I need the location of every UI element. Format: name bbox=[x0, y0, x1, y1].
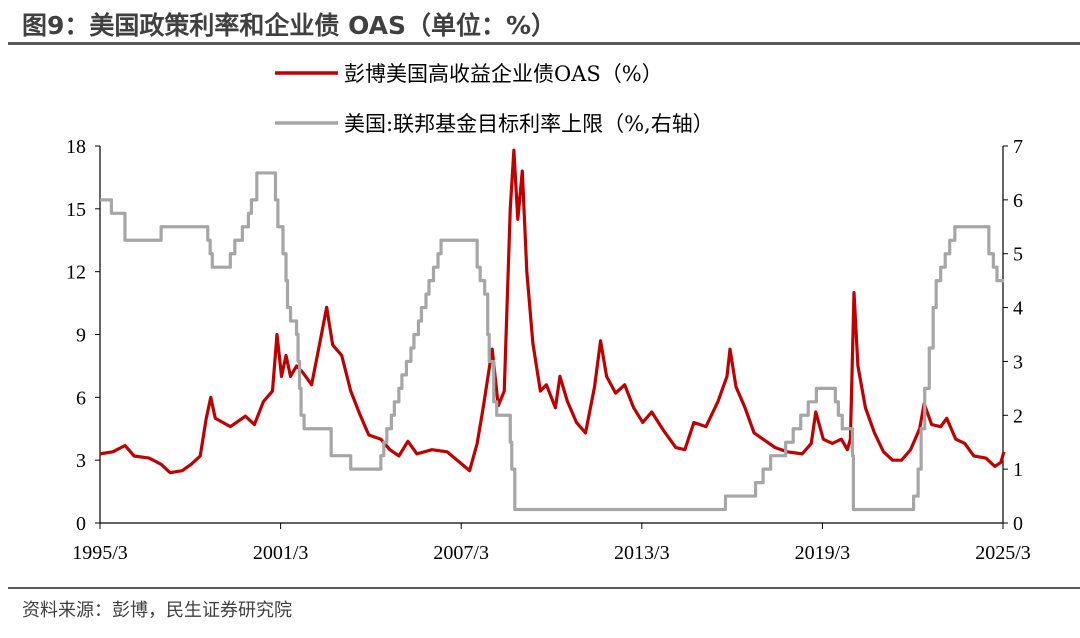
right-tick-label: 1 bbox=[1013, 459, 1023, 481]
title-divider bbox=[8, 42, 1080, 45]
x-tick-label: 2001/3 bbox=[253, 542, 309, 564]
legend-label: 美国:联邦基金目标利率上限（%,右轴） bbox=[344, 112, 714, 136]
left-tick-label: 12 bbox=[66, 262, 86, 284]
right-tick-label: 0 bbox=[1013, 513, 1023, 535]
figure-title: 图9：美国政策利率和企业债 OAS（单位：%） bbox=[22, 11, 557, 40]
right-tick-label: 6 bbox=[1013, 190, 1023, 212]
x-tick-label: 2013/3 bbox=[614, 542, 670, 564]
right-tick-label: 3 bbox=[1013, 351, 1023, 373]
left-tick-label: 9 bbox=[76, 325, 86, 347]
right-tick-label: 7 bbox=[1013, 136, 1023, 158]
source-note: 资料来源：彭博，民生证券研究院 bbox=[22, 600, 292, 621]
left-tick-label: 6 bbox=[76, 387, 86, 409]
x-tick-label: 1995/3 bbox=[72, 542, 128, 564]
left-tick-label: 0 bbox=[76, 513, 86, 535]
fed-funds-series-line bbox=[100, 171, 1004, 512]
left-tick-label: 3 bbox=[76, 450, 86, 472]
right-tick-label: 4 bbox=[1013, 298, 1023, 320]
source-divider bbox=[8, 587, 1080, 589]
right-tick-label: 2 bbox=[1013, 405, 1023, 427]
x-tick-label: 2007/3 bbox=[433, 542, 489, 564]
legend-label: 彭博美国高收益企业债OAS（%） bbox=[344, 62, 663, 86]
x-tick-label: 2019/3 bbox=[795, 542, 851, 564]
left-tick-label: 18 bbox=[66, 136, 86, 158]
right-tick-label: 5 bbox=[1013, 244, 1023, 266]
left-tick-label: 15 bbox=[66, 199, 86, 221]
oas-series-line bbox=[99, 148, 1006, 475]
x-tick-label: 2025/3 bbox=[975, 542, 1031, 564]
